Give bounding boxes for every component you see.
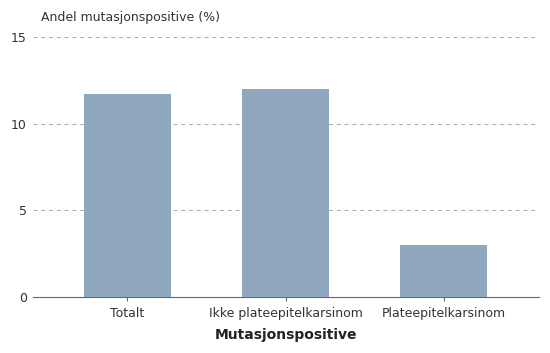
Bar — [84, 95, 171, 297]
X-axis label: Mutasjonspositive: Mutasjonspositive — [214, 328, 357, 342]
Bar — [400, 245, 487, 297]
Text: Andel mutasjonspositive (%): Andel mutasjonspositive (%) — [41, 11, 220, 24]
Bar — [242, 89, 329, 297]
